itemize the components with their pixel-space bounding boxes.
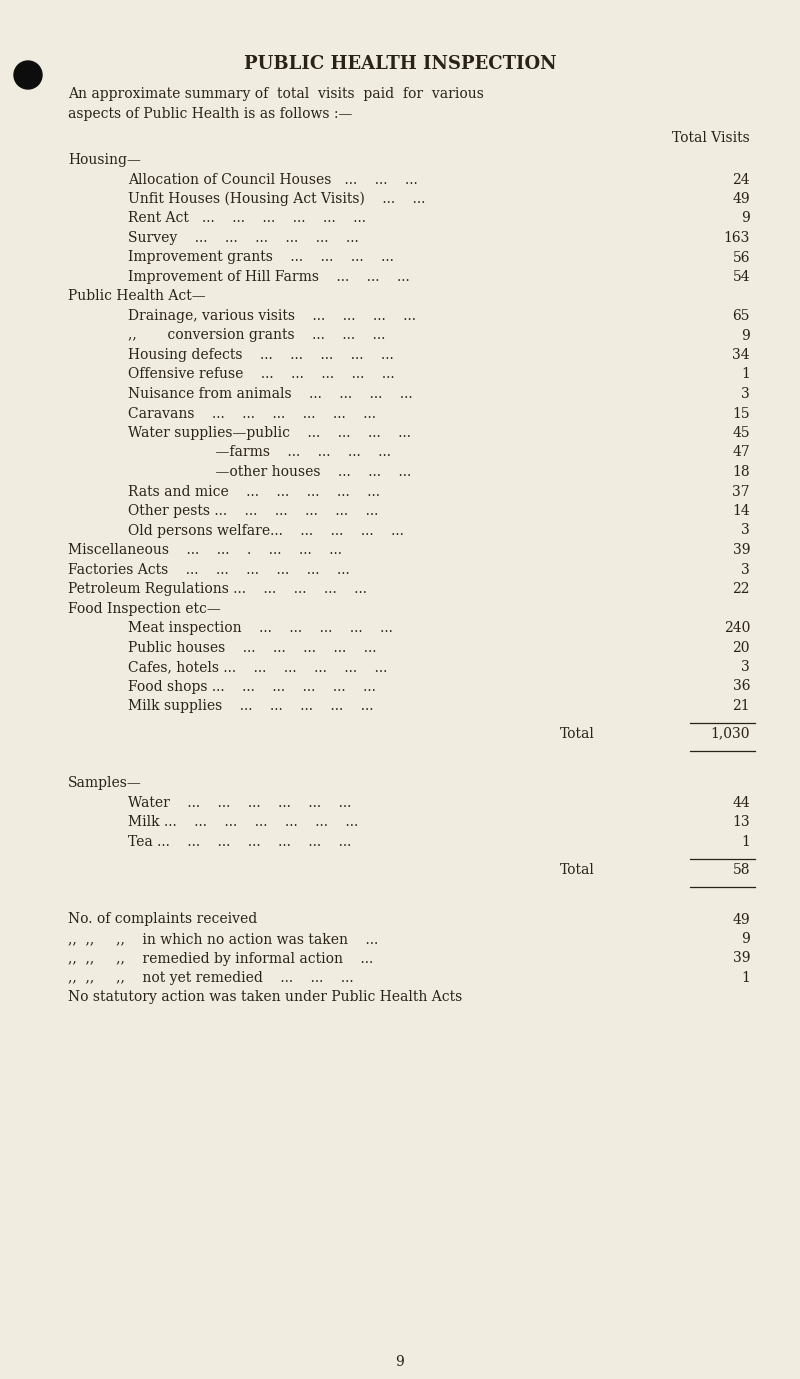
Text: Unfit Houses (Housing Act Visits)    ...    ...: Unfit Houses (Housing Act Visits) ... ..… [128, 192, 438, 207]
Text: 65: 65 [733, 309, 750, 323]
Text: ,,       conversion grants    ...    ...    ...: ,, conversion grants ... ... ... [128, 328, 398, 342]
Text: Milk ...    ...    ...    ...    ...    ...    ...: Milk ... ... ... ... ... ... ... [128, 815, 371, 830]
Text: —other houses    ...    ...    ...: —other houses ... ... ... [128, 465, 424, 479]
Text: Public houses    ...    ...    ...    ...    ...: Public houses ... ... ... ... ... [128, 640, 390, 655]
Text: Public Health Act—: Public Health Act— [68, 290, 206, 303]
Text: Housing—: Housing— [68, 153, 141, 167]
Text: Samples—: Samples— [68, 776, 142, 790]
Text: 1: 1 [741, 836, 750, 849]
Text: 58: 58 [733, 862, 750, 877]
Text: 1: 1 [741, 971, 750, 985]
Text: 34: 34 [732, 348, 750, 363]
Text: ,,  ,,     ,,    remedied by informal action    ...: ,, ,, ,, remedied by informal action ... [68, 952, 386, 965]
Text: aspects of Public Health is as follows :—: aspects of Public Health is as follows :… [68, 108, 352, 121]
Text: 3: 3 [742, 563, 750, 576]
Text: Tea ...    ...    ...    ...    ...    ...    ...: Tea ... ... ... ... ... ... ... [128, 836, 365, 849]
Text: Food Inspection etc—: Food Inspection etc— [68, 601, 221, 615]
Text: 21: 21 [732, 699, 750, 713]
Text: Old persons welfare...    ...    ...    ...    ...: Old persons welfare... ... ... ... ... [128, 524, 417, 538]
Text: Water supplies—public    ...    ...    ...    ...: Water supplies—public ... ... ... ... [128, 426, 424, 440]
Text: Rent Act   ...    ...    ...    ...    ...    ...: Rent Act ... ... ... ... ... ... [128, 211, 379, 226]
Text: 22: 22 [733, 582, 750, 596]
Text: 13: 13 [732, 815, 750, 830]
Text: 14: 14 [732, 503, 750, 519]
Text: Nuisance from animals    ...    ...    ...    ...: Nuisance from animals ... ... ... ... [128, 387, 426, 401]
Text: Improvement grants    ...    ...    ...    ...: Improvement grants ... ... ... ... [128, 251, 407, 265]
Text: 1,030: 1,030 [710, 727, 750, 741]
Text: 39: 39 [733, 952, 750, 965]
Text: Food shops ...    ...    ...    ...    ...    ...: Food shops ... ... ... ... ... ... [128, 680, 389, 694]
Text: 56: 56 [733, 251, 750, 265]
Text: 9: 9 [742, 211, 750, 226]
Text: Factories Acts    ...    ...    ...    ...    ...    ...: Factories Acts ... ... ... ... ... ... [68, 563, 363, 576]
Text: 9: 9 [396, 1356, 404, 1369]
Text: 49: 49 [732, 192, 750, 205]
Text: 18: 18 [732, 465, 750, 479]
Text: 15: 15 [732, 407, 750, 421]
Text: Total: Total [560, 727, 595, 741]
Text: Allocation of Council Houses   ...    ...    ...: Allocation of Council Houses ... ... ... [128, 172, 431, 186]
Text: Total: Total [560, 862, 595, 877]
Text: 3: 3 [742, 387, 750, 401]
Text: 24: 24 [732, 172, 750, 186]
Text: Improvement of Hill Farms    ...    ...    ...: Improvement of Hill Farms ... ... ... [128, 270, 423, 284]
Text: 49: 49 [732, 913, 750, 927]
Text: —farms    ...    ...    ...    ...: —farms ... ... ... ... [128, 445, 404, 459]
Text: 1: 1 [741, 367, 750, 382]
Text: Total Visits: Total Visits [672, 131, 750, 145]
Text: 3: 3 [742, 524, 750, 538]
Text: 3: 3 [742, 661, 750, 674]
Text: 9: 9 [742, 932, 750, 946]
Text: Water    ...    ...    ...    ...    ...    ...: Water ... ... ... ... ... ... [128, 796, 365, 809]
Text: 45: 45 [732, 426, 750, 440]
Text: 39: 39 [733, 543, 750, 557]
Text: Petroleum Regulations ...    ...    ...    ...    ...: Petroleum Regulations ... ... ... ... ..… [68, 582, 380, 596]
Text: 163: 163 [724, 232, 750, 245]
Text: An approximate summary of  total  visits  paid  for  various: An approximate summary of total visits p… [68, 87, 484, 101]
Text: 20: 20 [733, 640, 750, 655]
Text: 240: 240 [724, 621, 750, 634]
Text: Rats and mice    ...    ...    ...    ...    ...: Rats and mice ... ... ... ... ... [128, 484, 393, 498]
Text: 44: 44 [732, 796, 750, 809]
Text: Survey    ...    ...    ...    ...    ...    ...: Survey ... ... ... ... ... ... [128, 232, 372, 245]
Text: Miscellaneous    ...    ...    .    ...    ...    ...: Miscellaneous ... ... . ... ... ... [68, 543, 355, 557]
Text: Caravans    ...    ...    ...    ...    ...    ...: Caravans ... ... ... ... ... ... [128, 407, 389, 421]
Text: Drainage, various visits    ...    ...    ...    ...: Drainage, various visits ... ... ... ... [128, 309, 429, 323]
Text: 54: 54 [732, 270, 750, 284]
Text: No statutory action was taken under Public Health Acts: No statutory action was taken under Publ… [68, 990, 462, 1004]
Text: Other pests ...    ...    ...    ...    ...    ...: Other pests ... ... ... ... ... ... [128, 503, 391, 519]
Text: Housing defects    ...    ...    ...    ...    ...: Housing defects ... ... ... ... ... [128, 348, 407, 363]
Text: Meat inspection    ...    ...    ...    ...    ...: Meat inspection ... ... ... ... ... [128, 621, 406, 634]
Text: Offensive refuse    ...    ...    ...    ...    ...: Offensive refuse ... ... ... ... ... [128, 367, 408, 382]
Text: PUBLIC HEALTH INSPECTION: PUBLIC HEALTH INSPECTION [244, 55, 556, 73]
Text: No. of complaints received: No. of complaints received [68, 913, 258, 927]
Text: ,,  ,,     ,,    not yet remedied    ...    ...    ...: ,, ,, ,, not yet remedied ... ... ... [68, 971, 366, 985]
Text: 37: 37 [732, 484, 750, 498]
Text: Cafes, hotels ...    ...    ...    ...    ...    ...: Cafes, hotels ... ... ... ... ... ... [128, 661, 401, 674]
Circle shape [14, 61, 42, 90]
Text: 9: 9 [742, 328, 750, 342]
Text: Milk supplies    ...    ...    ...    ...    ...: Milk supplies ... ... ... ... ... [128, 699, 386, 713]
Text: 36: 36 [733, 680, 750, 694]
Text: 47: 47 [732, 445, 750, 459]
Text: ,,  ,,     ,,    in which no action was taken    ...: ,, ,, ,, in which no action was taken ..… [68, 932, 391, 946]
